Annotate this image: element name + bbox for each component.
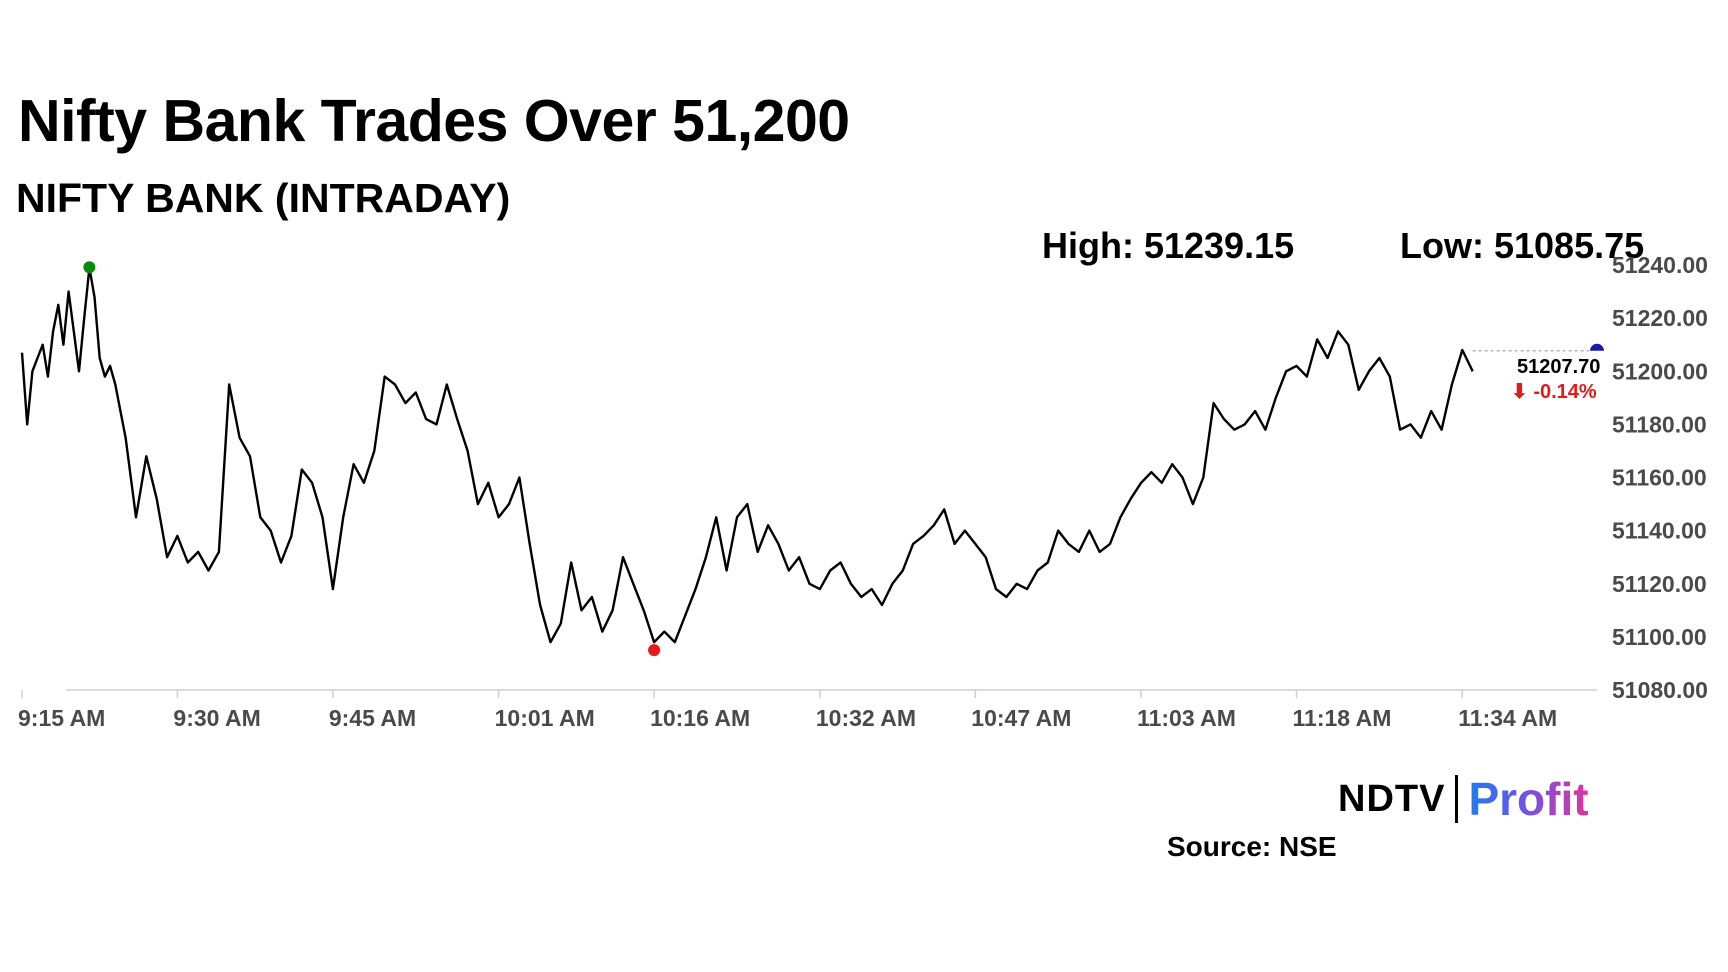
last-value-label: 51207.70 xyxy=(1517,356,1600,378)
high-value: 51239.15 xyxy=(1143,225,1295,266)
x-tick-label: 10:32 AM xyxy=(816,705,916,731)
low-point-marker xyxy=(648,644,661,657)
x-tick-label: 10:01 AM xyxy=(495,705,595,731)
y-tick-label: 51120.00 xyxy=(1612,571,1707,597)
x-tick-label: 11:34 AM xyxy=(1458,705,1557,731)
source-note: Source: NSE xyxy=(1167,831,1337,862)
chart-title: Nifty Bank Trades Over 51,200 xyxy=(18,88,850,154)
y-tick-label: 51140.00 xyxy=(1612,518,1707,544)
last-value-marker xyxy=(1590,343,1604,351)
logo-ndtv-text: NDTV xyxy=(1338,778,1446,820)
y-tick-label: 51240.00 xyxy=(1612,252,1708,278)
y-tick-label: 51180.00 xyxy=(1612,411,1707,437)
low-value: 51085.75 xyxy=(1493,225,1645,266)
high-label: High: xyxy=(1042,225,1134,266)
x-tick-label: 9:30 AM xyxy=(173,705,260,731)
x-tick-label: 9:15 AM xyxy=(18,705,105,731)
intraday-line-chart: 51240.00 51220.00 51200.00 51180.00 51160.00… xyxy=(18,252,1708,731)
chart-subtitle: NIFTY BANK (INTRADAY) xyxy=(16,175,511,221)
y-tick-label: 51200.00 xyxy=(1612,358,1708,384)
series-line-nifty-bank xyxy=(20,266,1474,644)
y-tick-label: 51160.00 xyxy=(1612,465,1707,491)
low-label: Low: xyxy=(1400,225,1484,266)
x-tick-label: 10:16 AM xyxy=(650,705,750,731)
logo-separator xyxy=(1455,775,1459,823)
ndtv-profit-logo: NDTV Profit xyxy=(1338,772,1589,826)
y-tick-label: 51220.00 xyxy=(1612,305,1708,331)
x-tick-label: 9:45 AM xyxy=(329,705,416,731)
low-stat: Low: 51085.75 xyxy=(1400,228,1644,264)
y-tick-label: 51100.00 xyxy=(1612,624,1707,650)
x-tick-label: 11:03 AM xyxy=(1137,705,1236,731)
y-tick-label: 51080.00 xyxy=(1612,677,1708,703)
logo-profit-text: Profit xyxy=(1468,773,1589,825)
last-change-label: ⬇ -0.14% xyxy=(1511,381,1597,403)
x-tick-label: 11:18 AM xyxy=(1293,705,1392,731)
high-stat: High: 51239.15 xyxy=(1042,228,1294,264)
x-tick-label: 10:47 AM xyxy=(971,705,1071,731)
high-point-marker xyxy=(83,261,96,274)
